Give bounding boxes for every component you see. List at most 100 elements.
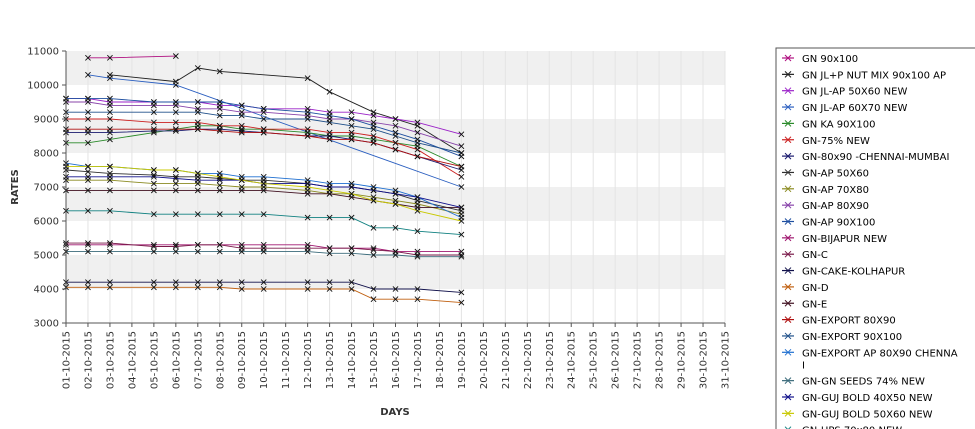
x-tick-label: 18-10-2015 — [435, 331, 446, 389]
x-tick-label: 14-10-2015 — [347, 331, 358, 389]
data-point — [238, 102, 245, 109]
data-point — [304, 116, 311, 122]
data-point — [458, 218, 465, 224]
data-point — [150, 211, 157, 218]
y-tick-label: 11000 — [27, 47, 59, 58]
data-point — [304, 286, 311, 292]
data-point — [150, 243, 157, 250]
data-point — [304, 126, 311, 133]
data-point — [458, 131, 465, 138]
series — [63, 163, 465, 224]
data-point — [414, 129, 421, 136]
data-point — [194, 187, 201, 194]
data-point — [392, 296, 399, 303]
legend-label: GN 90x100 — [802, 54, 858, 65]
data-point — [414, 119, 421, 126]
y-tick-label: 4000 — [34, 285, 59, 296]
data-point — [370, 133, 377, 139]
data-point — [414, 286, 421, 292]
data-point — [304, 279, 311, 286]
data-point — [348, 122, 355, 129]
x-tick-label: 19-10-2015 — [457, 331, 468, 389]
legend-item: GN-EXPORT 80X90 — [782, 316, 896, 327]
legend-label: GN-BIJAPUR NEW — [802, 234, 887, 245]
data-point — [326, 250, 333, 257]
x-tick-label: 11-10-2015 — [281, 331, 292, 389]
x-tick-label: 13-10-2015 — [325, 331, 336, 389]
data-point — [392, 224, 399, 231]
data-point — [238, 122, 245, 129]
data-point — [326, 214, 333, 221]
y-tick-label: 5000 — [34, 251, 59, 262]
legend-item: GN JL-AP 60X70 NEW — [782, 103, 907, 114]
data-point — [260, 116, 267, 122]
data-point — [216, 127, 223, 134]
data-point — [304, 133, 311, 139]
data-point — [348, 250, 355, 257]
series-line — [66, 166, 462, 222]
data-point — [348, 184, 355, 190]
data-point — [107, 248, 113, 255]
legend-label: GN JL-AP 50X60 NEW — [802, 87, 907, 98]
legend: GN 90x100 GN JL+P NUT MIX 90x100 AP GN JL-… — [775, 47, 975, 429]
series-line — [66, 118, 462, 178]
legend-item: GN-HPS 70x80 NEW — [784, 426, 902, 429]
data-point — [107, 126, 113, 133]
x-tick-label: 16-10-2015 — [391, 331, 402, 389]
series-line — [66, 281, 462, 293]
legend-marker — [784, 332, 792, 340]
legend-item: GN-CAKE-KOLHAPUR — [782, 267, 905, 278]
data-point — [238, 177, 245, 184]
data-point — [194, 109, 201, 116]
data-point — [370, 286, 377, 292]
data-point — [458, 163, 465, 170]
data-point — [238, 286, 245, 292]
data-point — [458, 143, 465, 150]
x-tick-label: 01-10-2015 — [62, 331, 73, 389]
data-point — [216, 284, 223, 291]
data-point — [348, 190, 355, 197]
legend-marker — [784, 87, 792, 95]
legend-item: GN-AP 90X100 — [782, 218, 875, 229]
series-line — [66, 210, 462, 236]
series-line — [66, 286, 462, 304]
data-point — [392, 133, 399, 139]
data-point — [370, 224, 377, 231]
series-line — [66, 128, 462, 168]
x-tick-label: 20-10-2015 — [479, 331, 490, 389]
data-point — [85, 95, 91, 102]
data-point — [194, 65, 201, 71]
legend-marker — [784, 152, 792, 160]
x-tick-label: 07-10-2015 — [193, 331, 204, 389]
legend-item: GN-BIJAPUR NEW — [782, 234, 887, 245]
data-point — [194, 241, 201, 248]
x-tick-label: 17-10-2015 — [413, 331, 424, 389]
legend-marker — [784, 218, 792, 225]
y-tick-label: 6000 — [34, 217, 59, 228]
data-point — [85, 248, 91, 255]
x-tick-label: 22-10-2015 — [523, 331, 534, 389]
data-point — [85, 71, 91, 78]
legend-marker — [784, 348, 792, 356]
data-point — [326, 286, 333, 292]
legend-marker — [784, 136, 792, 144]
data-point — [216, 182, 223, 189]
legend-label: GN KA 90X100 — [802, 119, 875, 130]
x-axis-title: DAYS — [380, 407, 410, 418]
data-point — [414, 194, 421, 201]
data-point — [107, 279, 113, 286]
legend-marker — [784, 234, 792, 242]
data-point — [85, 240, 91, 247]
x-tick-label: 25-10-2015 — [589, 331, 600, 389]
data-point — [107, 163, 113, 170]
data-point — [238, 187, 245, 194]
data-point — [326, 136, 333, 143]
data-point — [348, 109, 355, 116]
legend-item: GN KA 90X100 — [782, 119, 875, 130]
data-point — [150, 284, 157, 291]
series — [85, 53, 179, 61]
x-tick-label: 30-10-2015 — [699, 331, 710, 389]
legend-label: GN-80x90 -CHENNAI-MUMBAI — [802, 152, 949, 163]
series — [63, 116, 465, 180]
legend-label: GN-C — [802, 250, 828, 261]
